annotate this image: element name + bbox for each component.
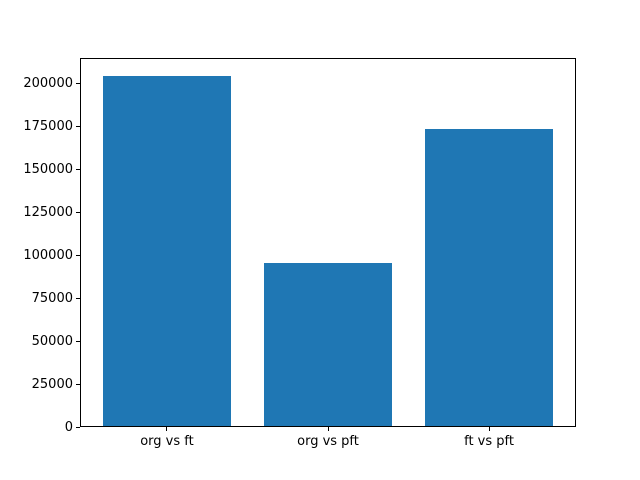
y-tick-mark [76, 168, 80, 170]
y-tick-mark [76, 126, 80, 127]
y-tick-label: 75000 [31, 290, 73, 306]
y-tick-mark [76, 383, 80, 385]
bar-ft-vs-pft [424, 128, 554, 427]
y-tick-mark [76, 211, 80, 213]
x-tick-mark [327, 427, 329, 431]
x-tick-mark [166, 427, 168, 431]
y-tick-mark [76, 254, 80, 256]
y-tick-mark [76, 426, 80, 428]
y-tick-label: 125000 [23, 204, 73, 220]
y-tick-label: 150000 [23, 161, 73, 177]
bar-org-vs-ft [102, 75, 232, 427]
y-tick-label: 175000 [23, 119, 73, 134]
x-tick-label: org vs pft [297, 434, 359, 449]
x-tick-label: org vs ft [140, 434, 194, 449]
y-tick-label: 50000 [31, 333, 73, 349]
bar-org-vs-pft [263, 263, 393, 427]
x-tick-mark [488, 427, 490, 431]
y-tick-label: 0 [64, 419, 73, 435]
y-tick-label: 200000 [23, 76, 73, 92]
x-tick-label: ft vs pft [464, 434, 514, 449]
y-tick-label: 25000 [31, 376, 73, 392]
y-tick-label: 100000 [23, 247, 73, 263]
y-tick-mark [76, 83, 80, 85]
y-tick-mark [76, 340, 80, 342]
y-tick-mark [76, 297, 80, 299]
